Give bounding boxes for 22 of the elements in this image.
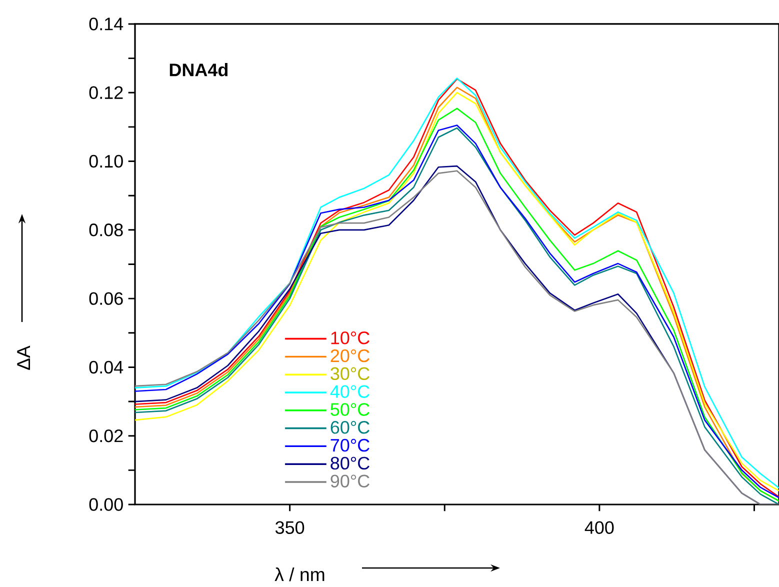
legend-label: 20°C bbox=[330, 349, 370, 362]
legend-label: 90°C bbox=[330, 474, 370, 488]
y-tick-label: 0.12 bbox=[89, 86, 123, 99]
x-tick-label: 350 bbox=[275, 521, 304, 534]
y-tick-label: 0.08 bbox=[89, 224, 123, 236]
legend-label: 50°C bbox=[330, 403, 370, 416]
y-tick-label: 0.04 bbox=[89, 360, 124, 374]
legend-label: 80°C bbox=[330, 456, 370, 470]
y-axis-title: ΔA bbox=[17, 346, 30, 370]
x-tick-label: 400 bbox=[584, 521, 614, 534]
legend-label: 30°C bbox=[330, 367, 370, 380]
y-tick-label: 0.00 bbox=[89, 498, 123, 511]
legend-label: 40°C bbox=[330, 385, 370, 398]
y-tick-label: 0.10 bbox=[89, 154, 123, 168]
x-axis-title: λ / nm bbox=[274, 567, 324, 582]
legend-label: 10°C bbox=[331, 332, 370, 344]
annotation: DNA4d bbox=[170, 63, 228, 76]
y-tick-label: 0.02 bbox=[89, 429, 123, 442]
y-tick-label: 0.14 bbox=[89, 18, 124, 30]
legend-label: 70°C bbox=[330, 438, 370, 452]
legend-label: 60°C bbox=[330, 421, 370, 434]
y-tick-label: 0.06 bbox=[89, 292, 123, 305]
